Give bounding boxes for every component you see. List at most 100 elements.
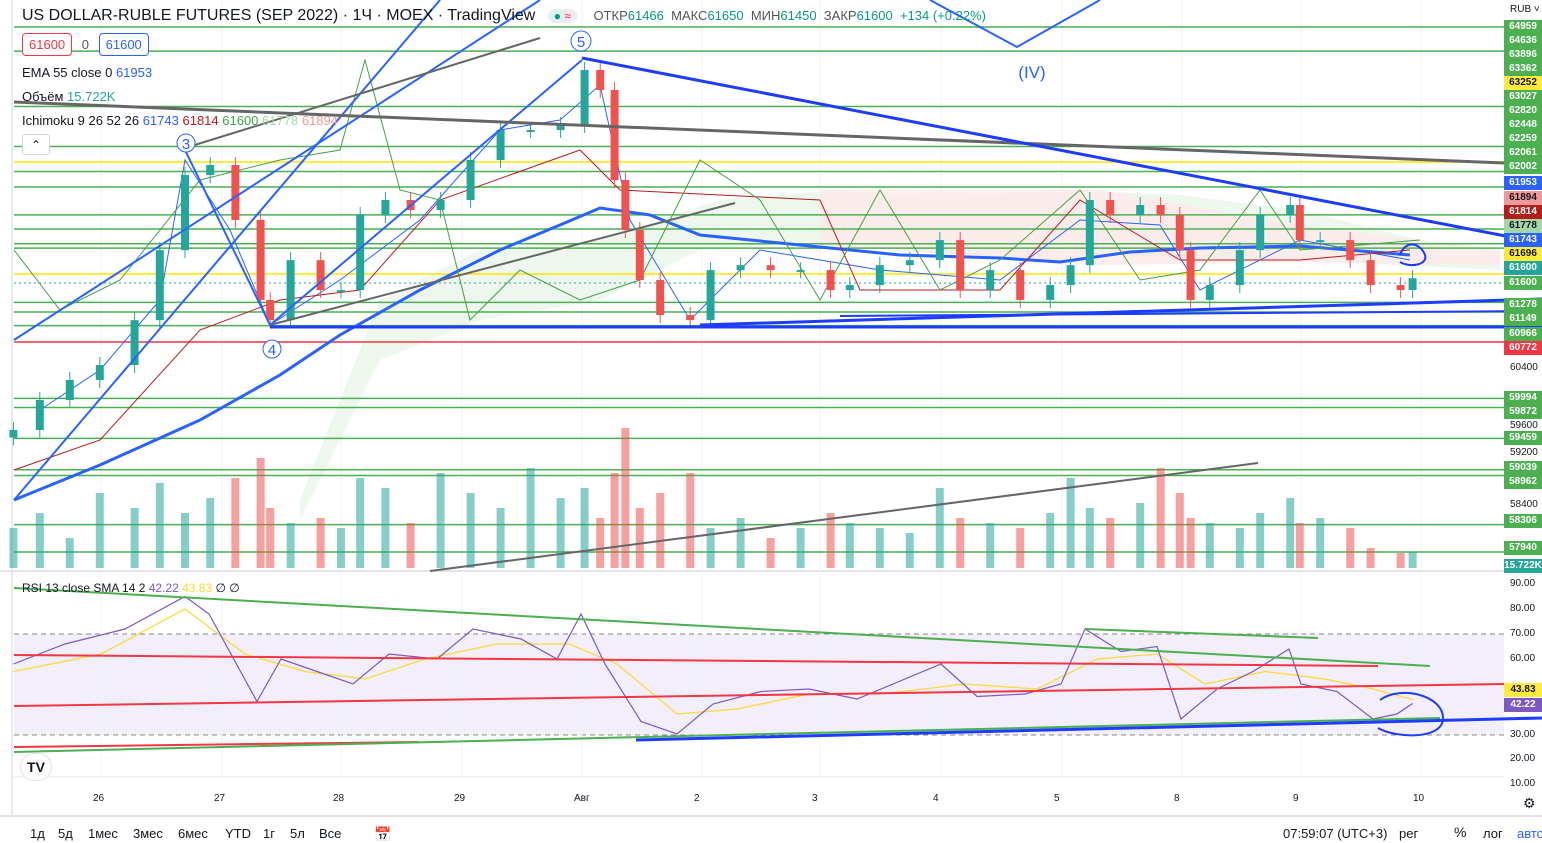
candle <box>436 200 445 211</box>
range-button[interactable]: 6мес <box>178 826 208 841</box>
candle <box>610 89 619 181</box>
rsi-red-line <box>13 683 1505 707</box>
candle <box>1156 205 1165 215</box>
rsi-axis-label: 60.00 <box>1510 653 1536 664</box>
volume-legend[interactable]: Объём 15.722K <box>22 89 116 104</box>
candle <box>796 270 805 273</box>
ema-legend[interactable]: EMA 55 close 0 61953 <box>22 65 153 80</box>
range-button[interactable]: YTD <box>225 826 251 841</box>
volume-bar <box>796 528 805 568</box>
candle <box>9 430 18 438</box>
symbol-title[interactable]: US DOLLAR-RUBLE FUTURES (SEP 2022) · 1Ч … <box>22 7 536 24</box>
candle <box>65 379 74 401</box>
volume-bar <box>130 508 139 568</box>
candle <box>1175 214 1184 251</box>
candle <box>1106 200 1115 215</box>
candle <box>706 270 715 321</box>
wave-line <box>929 0 1101 49</box>
wave-label-5: 5 <box>570 30 592 52</box>
rsi-blue-line <box>635 716 1542 742</box>
price-axis-label: 59872 <box>1504 405 1542 419</box>
price-axis-label: 63896 <box>1504 48 1542 62</box>
candle <box>1295 205 1304 241</box>
candle <box>1408 278 1417 291</box>
candle <box>1235 250 1244 286</box>
price-axis-label: 61953 <box>1504 176 1542 190</box>
volume-bar <box>496 508 505 568</box>
range-button[interactable]: 1д <box>30 826 45 841</box>
log-scale-button[interactable]: лог <box>1483 826 1503 841</box>
auto-scale-button[interactable]: авто <box>1517 826 1542 841</box>
price-axis-label: 61894 <box>1504 191 1542 205</box>
candle <box>1016 270 1025 300</box>
time-axis-label: 4 <box>933 793 939 804</box>
price-axis-label: 62061 <box>1504 146 1542 160</box>
rsi-legend[interactable]: RSI 13 close SMA 14 2 42.22 43.83 ∅ ∅ <box>22 581 240 595</box>
gray-trend-line <box>269 202 736 326</box>
volume-bar <box>1295 523 1304 568</box>
candle <box>466 159 475 201</box>
price-axis-label: 59459 <box>1504 431 1542 445</box>
rsi-axis-label: 90.00 <box>1510 578 1536 589</box>
time-axis-label: 26 <box>93 793 105 804</box>
range-button[interactable]: 5л <box>290 826 305 841</box>
trend-line <box>13 0 441 501</box>
candle <box>231 165 240 220</box>
chart-area[interactable]: 3 4 5 (IV) <box>0 0 1542 815</box>
candle <box>35 400 44 431</box>
candle <box>845 285 854 291</box>
volume-bar <box>1205 523 1214 568</box>
price-axis-label: 62259 <box>1504 132 1542 146</box>
gray-trend-line <box>184 37 541 149</box>
session-button[interactable]: рег <box>1399 826 1419 841</box>
candle <box>1396 285 1405 291</box>
volume-bar <box>826 513 835 568</box>
collapse-legend-button[interactable]: ⌃ <box>22 134 50 155</box>
volume-bar <box>381 488 390 568</box>
range-button[interactable]: 3мес <box>133 826 163 841</box>
price-axis-label: 63362 <box>1504 62 1542 76</box>
volume-bar <box>1396 553 1405 568</box>
trend-line <box>13 0 541 341</box>
bottom-toolbar: 1д 5д 1мес 3мес 6мес YTD 1г 5л Все 📅 07:59:07 (U… <box>0 815 1542 842</box>
volume-bar <box>635 508 644 568</box>
candle <box>337 290 345 293</box>
date-range-calendar-icon[interactable]: 📅 <box>374 826 392 842</box>
candle <box>1136 205 1145 215</box>
sell-button[interactable]: 61600 <box>22 33 73 56</box>
spread: 0 <box>81 37 90 52</box>
price-axis-label: 59994 <box>1504 391 1542 405</box>
volume-bar <box>1046 513 1055 568</box>
volume-bar <box>1346 528 1355 568</box>
price-axis-label: 62002 <box>1504 160 1542 174</box>
range-button[interactable]: 5д <box>58 826 73 841</box>
ichimoku-legend[interactable]: Ichimoku 9 26 52 26 61743 61814 61600 61… <box>22 113 338 128</box>
market-status-badge[interactable]: ● ≈ <box>547 9 577 23</box>
candle <box>130 320 139 366</box>
svg-text:3: 3 <box>182 136 190 153</box>
volume-bar <box>1175 493 1184 568</box>
buy-button[interactable]: 61600 <box>98 33 149 56</box>
ohlc-readout: ОТКР61466 МАКС61650 МИН61450 ЗАКР61600 +… <box>593 8 986 23</box>
currency-selector[interactable]: RUB ˅ <box>1510 4 1540 15</box>
time-axis-label: 10 <box>1413 793 1425 804</box>
range-button[interactable]: 1г <box>263 826 275 841</box>
range-button[interactable]: Все <box>319 826 342 841</box>
time-axis-label: 5 <box>1054 793 1060 804</box>
svg-text:5: 5 <box>577 34 585 51</box>
tradingview-logo[interactable]: TV <box>20 753 52 781</box>
price-axis-label: 63027 <box>1504 90 1542 104</box>
clock[interactable]: 07:59:07 (UTC+3) <box>1283 826 1388 841</box>
range-button[interactable]: 1мес <box>88 826 118 841</box>
hand-drawn-circle <box>1377 691 1445 737</box>
candle <box>635 230 644 281</box>
rsi-trend-line <box>1084 628 1319 639</box>
percent-scale-button[interactable]: % <box>1454 824 1467 840</box>
volume-bar <box>610 473 619 568</box>
volume-bar <box>356 478 365 568</box>
settings-gear-icon[interactable]: ⚙ <box>1523 795 1536 811</box>
chikou-line <box>13 58 1421 321</box>
chart-canvas[interactable]: 3 4 5 (IV) <box>0 0 1542 815</box>
candle <box>875 265 884 286</box>
candle <box>256 219 265 300</box>
